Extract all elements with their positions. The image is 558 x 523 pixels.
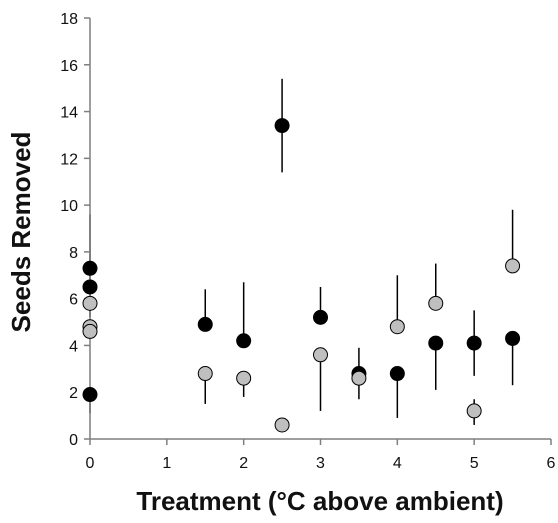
data-point-black <box>82 279 98 295</box>
data-point-black <box>389 366 405 382</box>
error-bars <box>89 78 514 430</box>
data-markers <box>82 118 521 433</box>
data-point-gray <box>351 370 367 386</box>
x-tick-label: 6 <box>547 455 556 472</box>
data-point-black <box>505 330 521 346</box>
y-tick-label: 14 <box>60 105 78 122</box>
x-tick-label: 5 <box>470 455 479 472</box>
data-point-black <box>197 316 213 332</box>
data-point-gray <box>274 417 290 433</box>
data-point-black <box>82 260 98 276</box>
y-tick-label: 18 <box>60 11 78 28</box>
data-point-gray <box>82 323 98 339</box>
data-point-gray <box>389 319 405 335</box>
data-point-black <box>428 335 444 351</box>
y-tick-label: 2 <box>69 385 78 402</box>
x-tick-label: 2 <box>239 455 248 472</box>
x-tick-label: 0 <box>86 455 95 472</box>
data-point-gray <box>197 366 213 382</box>
data-point-gray <box>236 370 252 386</box>
x-tick-label: 4 <box>393 455 402 472</box>
y-tick-label: 10 <box>60 198 78 215</box>
data-point-black <box>236 333 252 349</box>
y-tick-label: 16 <box>60 58 78 75</box>
data-point-gray <box>505 258 521 274</box>
y-axis-title: Seeds Removed <box>6 132 36 333</box>
data-point-gray <box>82 295 98 311</box>
data-point-gray <box>466 403 482 419</box>
x-axis-title: Treatment (°C above ambient) <box>136 486 503 516</box>
data-point-black <box>466 335 482 351</box>
data-point-black <box>82 387 98 403</box>
y-tick-label: 4 <box>69 338 78 355</box>
data-point-black <box>313 309 328 325</box>
data-point-gray <box>313 347 328 363</box>
y-tick-label: 6 <box>69 292 78 309</box>
data-point-black <box>274 118 290 134</box>
y-tick-label: 0 <box>69 432 78 449</box>
y-tick-label: 8 <box>69 245 78 262</box>
x-tick-label: 1 <box>162 455 171 472</box>
y-tick-label: 12 <box>60 151 78 168</box>
data-point-gray <box>428 295 444 311</box>
x-tick-label: 3 <box>316 455 325 472</box>
